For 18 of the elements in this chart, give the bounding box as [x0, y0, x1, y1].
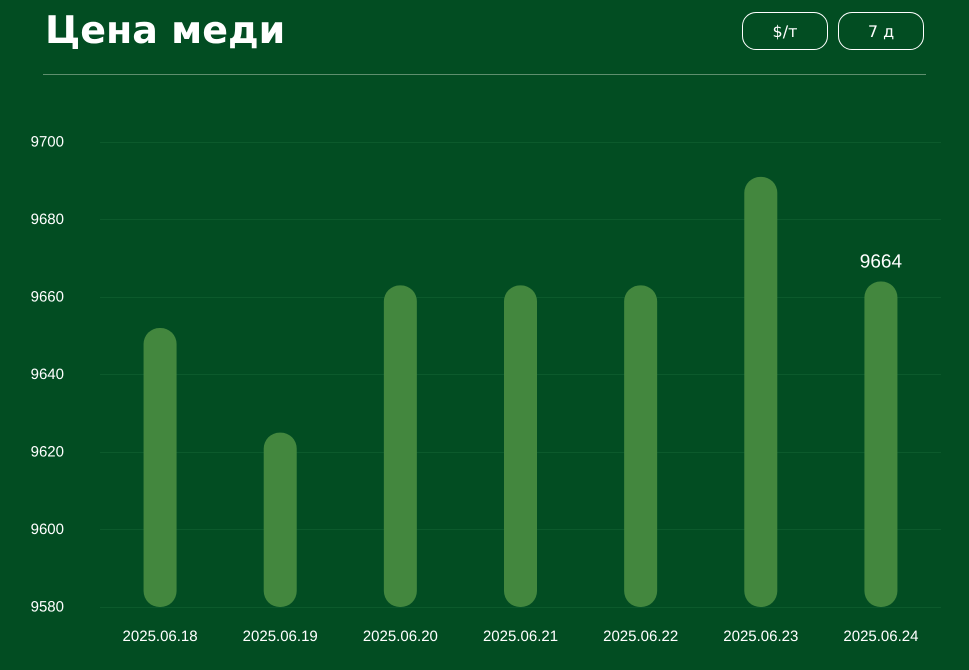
x-tick-label: 2025.06.23 — [723, 628, 798, 645]
x-tick-label: 2025.06.18 — [122, 628, 198, 645]
data-label: 9664 — [860, 252, 902, 272]
x-tick-label: 2025.06.20 — [362, 628, 438, 645]
text: $/т — [742, 12, 828, 50]
x-tick-label: 2025.06.24 — [843, 628, 918, 645]
y-tick-label: 9600 — [30, 521, 64, 538]
text: 7 д — [838, 12, 924, 50]
chart-title: Цена меди — [45, 8, 286, 52]
x-tick-label: 2025.06.21 — [482, 628, 558, 645]
y-tick-label: 9580 — [30, 598, 64, 616]
y-tick-label: 9680 — [30, 211, 64, 228]
y-tick-label: 9700 — [30, 134, 64, 150]
x-tick-label: 2025.06.22 — [603, 628, 678, 645]
y-tick-label: 9620 — [30, 444, 64, 460]
y-tick-label: 9660 — [30, 288, 64, 306]
y-tick-label: 9640 — [30, 366, 64, 383]
x-tick-label: 2025.06.19 — [242, 628, 318, 645]
